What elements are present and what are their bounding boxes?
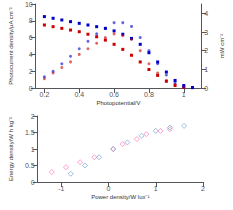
- svg-text:3: 3: [204, 29, 208, 36]
- svg-text:0.6: 0.6: [109, 91, 119, 98]
- svg-text:0.5: 0.5: [25, 162, 35, 169]
- svg-text:mW cm⁻²: mW cm⁻²: [219, 34, 225, 58]
- svg-text:Energy density/W h kg⁻¹: Energy density/W h kg⁻¹: [8, 117, 14, 181]
- svg-text:Power density/W lux⁻¹: Power density/W lux⁻¹: [91, 194, 149, 200]
- svg-text:Photopotential/V: Photopotential/V: [96, 100, 140, 106]
- svg-text:2: 2: [29, 68, 33, 75]
- svg-text:4: 4: [204, 10, 208, 17]
- svg-text:2: 2: [31, 113, 35, 120]
- svg-text:1: 1: [204, 66, 208, 73]
- svg-text:4: 4: [29, 51, 33, 58]
- svg-text:0: 0: [31, 179, 35, 186]
- svg-text:0: 0: [29, 85, 33, 92]
- svg-text:0: 0: [107, 185, 111, 192]
- svg-text:10: 10: [25, 1, 33, 8]
- svg-text:0.4: 0.4: [74, 91, 84, 98]
- svg-text:2: 2: [204, 47, 208, 54]
- svg-text:0.8: 0.8: [144, 91, 154, 98]
- svg-text:0.2: 0.2: [40, 91, 50, 98]
- svg-text:2: 2: [201, 185, 205, 192]
- svg-text:1: 1: [154, 185, 158, 192]
- svg-text:1.5: 1.5: [25, 129, 35, 136]
- svg-text:-1: -1: [58, 185, 64, 192]
- svg-text:6: 6: [29, 34, 33, 41]
- svg-text:1: 1: [182, 91, 186, 98]
- svg-text:Photocurrent density/μA cm⁻²: Photocurrent density/μA cm⁻²: [8, 7, 14, 85]
- svg-text:8: 8: [29, 17, 33, 24]
- svg-text:0: 0: [204, 85, 208, 92]
- svg-text:1: 1: [31, 146, 35, 153]
